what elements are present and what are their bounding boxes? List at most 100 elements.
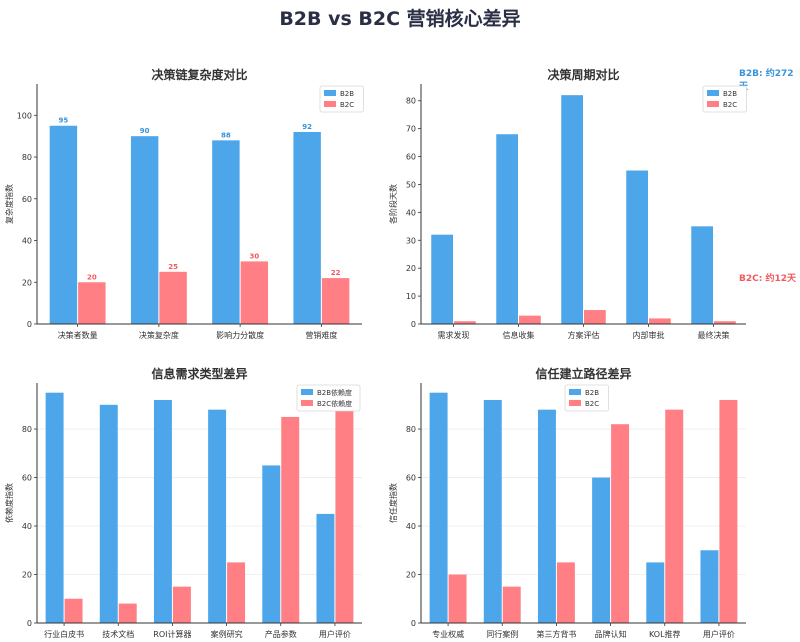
bar-b2b xyxy=(537,409,556,623)
bar-b2c xyxy=(454,321,476,324)
y-tick-label: 60 xyxy=(406,153,416,162)
legend-label: B2C xyxy=(723,101,737,109)
legend-label: B2C xyxy=(585,400,599,408)
y-tick-label: 60 xyxy=(22,474,32,483)
bar-b2b xyxy=(130,136,159,324)
y-tick-label: 40 xyxy=(406,522,416,531)
bar-b2c xyxy=(240,261,269,324)
bar-b2b xyxy=(691,226,713,324)
bar-b2c xyxy=(281,416,300,623)
bar-b2b xyxy=(429,392,448,623)
y-tick-label: 70 xyxy=(406,125,416,134)
x-tick-label: KOL推荐 xyxy=(649,629,681,639)
bar-b2c xyxy=(611,424,630,623)
bar-b2c xyxy=(335,409,354,623)
y-tick-label: 10 xyxy=(406,292,416,301)
y-tick-label: 30 xyxy=(406,236,416,245)
x-tick-label: 最终决策 xyxy=(698,330,730,340)
bar-b2c xyxy=(118,603,137,623)
bar-b2b xyxy=(431,234,453,324)
x-tick-label: 行业白皮书 xyxy=(44,629,84,639)
bar-b2b xyxy=(45,392,64,623)
y-axis-label: 依赖度指数 xyxy=(4,483,14,523)
y-tick-label: 80 xyxy=(22,425,32,434)
bar-b2b xyxy=(626,170,648,324)
data-label: 88 xyxy=(221,131,231,139)
chart-title: 决策链复杂度对比 xyxy=(151,67,247,82)
main-title: B2B vs B2C 营销核心差异 xyxy=(279,8,521,30)
x-tick-label: 第三方背书 xyxy=(536,629,576,639)
y-tick-label: 0 xyxy=(27,320,32,329)
x-tick-label: 营销难度 xyxy=(305,330,337,340)
bar-b2b xyxy=(262,465,281,623)
y-axis-label: 信任度指数 xyxy=(388,483,398,523)
bar-b2c xyxy=(159,271,187,324)
x-tick-label: 同行案例 xyxy=(486,629,518,639)
bar-b2b xyxy=(592,477,611,623)
data-label: 20 xyxy=(87,273,97,281)
bar-b2c xyxy=(448,574,467,623)
bar-b2b xyxy=(316,513,335,623)
y-tick-label: 80 xyxy=(406,425,416,434)
x-tick-label: 方案评估 xyxy=(568,330,600,340)
bar-b2b xyxy=(700,550,719,623)
chart-title: 决策周期对比 xyxy=(547,67,619,82)
y-tick-label: 60 xyxy=(406,474,416,483)
data-label: 30 xyxy=(249,252,259,260)
x-tick-label: 决策复杂度 xyxy=(139,330,179,340)
x-tick-label: 影响力分散度 xyxy=(216,330,264,340)
legend-swatch-b2b xyxy=(569,389,581,395)
y-tick-label: 40 xyxy=(406,208,416,217)
legend-label: B2B依赖度 xyxy=(317,388,352,397)
y-axis-label: 复杂度指数 xyxy=(4,184,14,224)
data-label: 92 xyxy=(302,123,312,131)
y-tick-label: 80 xyxy=(406,97,416,106)
bar-b2c xyxy=(649,318,671,324)
bar-b2c xyxy=(78,282,106,324)
y-tick-label: 0 xyxy=(411,619,416,628)
bar-b2c xyxy=(64,598,83,623)
x-tick-label: 决策者数量 xyxy=(58,330,98,340)
x-tick-label: 产品参数 xyxy=(265,629,297,639)
y-axis-label: 各阶段天数 xyxy=(388,184,398,224)
bar-b2c xyxy=(227,562,246,623)
x-tick-label: 技术文档 xyxy=(102,629,134,639)
y-tick-label: 60 xyxy=(22,195,32,204)
legend-swatch-b2b xyxy=(324,90,336,96)
data-label: 22 xyxy=(331,269,341,277)
x-tick-label: 专业权威 xyxy=(432,629,464,639)
bar-b2c xyxy=(665,409,684,623)
bar-b2b xyxy=(483,399,502,623)
legend-label: B2C xyxy=(340,101,354,109)
legend-label: B2C依赖度 xyxy=(317,399,352,408)
x-tick-label: 内部审批 xyxy=(633,330,665,340)
legend-swatch-b2b xyxy=(301,389,313,395)
y-tick-label: 40 xyxy=(22,237,32,246)
bar-b2b xyxy=(49,125,78,324)
x-tick-label: 信息收集 xyxy=(503,330,535,340)
x-tick-label: ROI计算器 xyxy=(153,629,191,639)
bar-b2b xyxy=(208,409,227,623)
bar-b2b xyxy=(293,132,321,324)
legend-swatch-b2c xyxy=(324,101,336,107)
y-tick-label: 20 xyxy=(22,571,32,580)
bar-b2c xyxy=(719,399,738,623)
y-tick-label: 0 xyxy=(27,619,32,628)
chart-title: 信任建立路径差异 xyxy=(535,366,631,381)
bar-b2c xyxy=(172,586,191,623)
bar-b2c xyxy=(321,278,350,324)
legend-label: B2B xyxy=(585,389,599,397)
bar-b2b xyxy=(561,95,583,325)
y-tick-label: 80 xyxy=(22,153,32,162)
data-label: 25 xyxy=(168,263,178,271)
bar-b2c xyxy=(556,562,575,623)
x-tick-label: 用户评价 xyxy=(319,629,351,639)
data-label: 90 xyxy=(140,127,150,135)
y-tick-label: 20 xyxy=(22,278,32,287)
y-tick-label: 100 xyxy=(17,111,32,120)
bar-b2b xyxy=(153,399,172,623)
y-tick-label: 20 xyxy=(406,571,416,580)
y-tick-label: 40 xyxy=(22,522,32,531)
